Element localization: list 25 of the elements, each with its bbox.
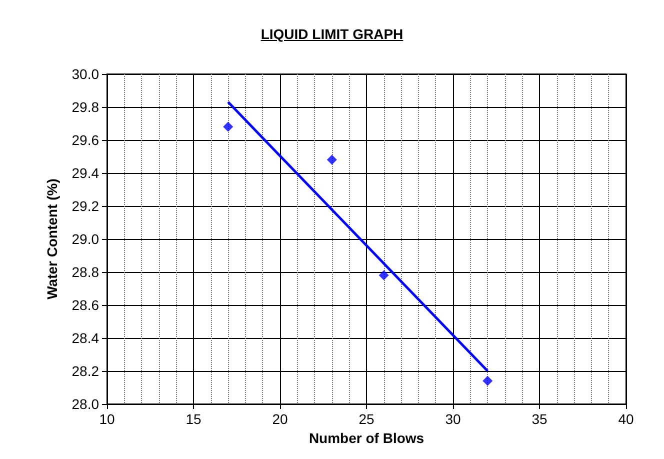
y-tick-label: 29.2: [72, 198, 100, 214]
y-tick-label: 29.0: [72, 231, 100, 247]
y-tick-label: 28.2: [72, 363, 100, 379]
y-tick-label: 28.8: [72, 264, 100, 280]
x-tick-label: 25: [358, 411, 374, 427]
chart-title: LIQUID LIMIT GRAPH: [260, 26, 404, 42]
y-tick-label: 29.8: [72, 99, 100, 115]
point: [378, 270, 389, 280]
point: [482, 376, 493, 386]
y-tick-label: 29.6: [72, 132, 100, 148]
x-tick-label: 35: [532, 411, 548, 427]
x-tick-label: 15: [186, 411, 202, 427]
x-tick-label: 10: [99, 411, 115, 427]
y-tick-label: 29.4: [72, 165, 100, 181]
y-tick-label: 28.0: [72, 396, 100, 412]
y-tick-label: 30.0: [72, 66, 100, 82]
x-tick-label: 40: [618, 411, 634, 427]
point: [223, 122, 234, 132]
x-axis-title: Number of Blows: [308, 430, 424, 446]
y-tick-label: 28.4: [72, 330, 100, 346]
y-axis-title: Water Content (%): [44, 178, 60, 300]
point: [326, 154, 337, 165]
y-tick-label: 28.6: [72, 297, 100, 313]
x-tick-label: 30: [445, 411, 461, 427]
x-tick-label: 20: [272, 411, 288, 427]
